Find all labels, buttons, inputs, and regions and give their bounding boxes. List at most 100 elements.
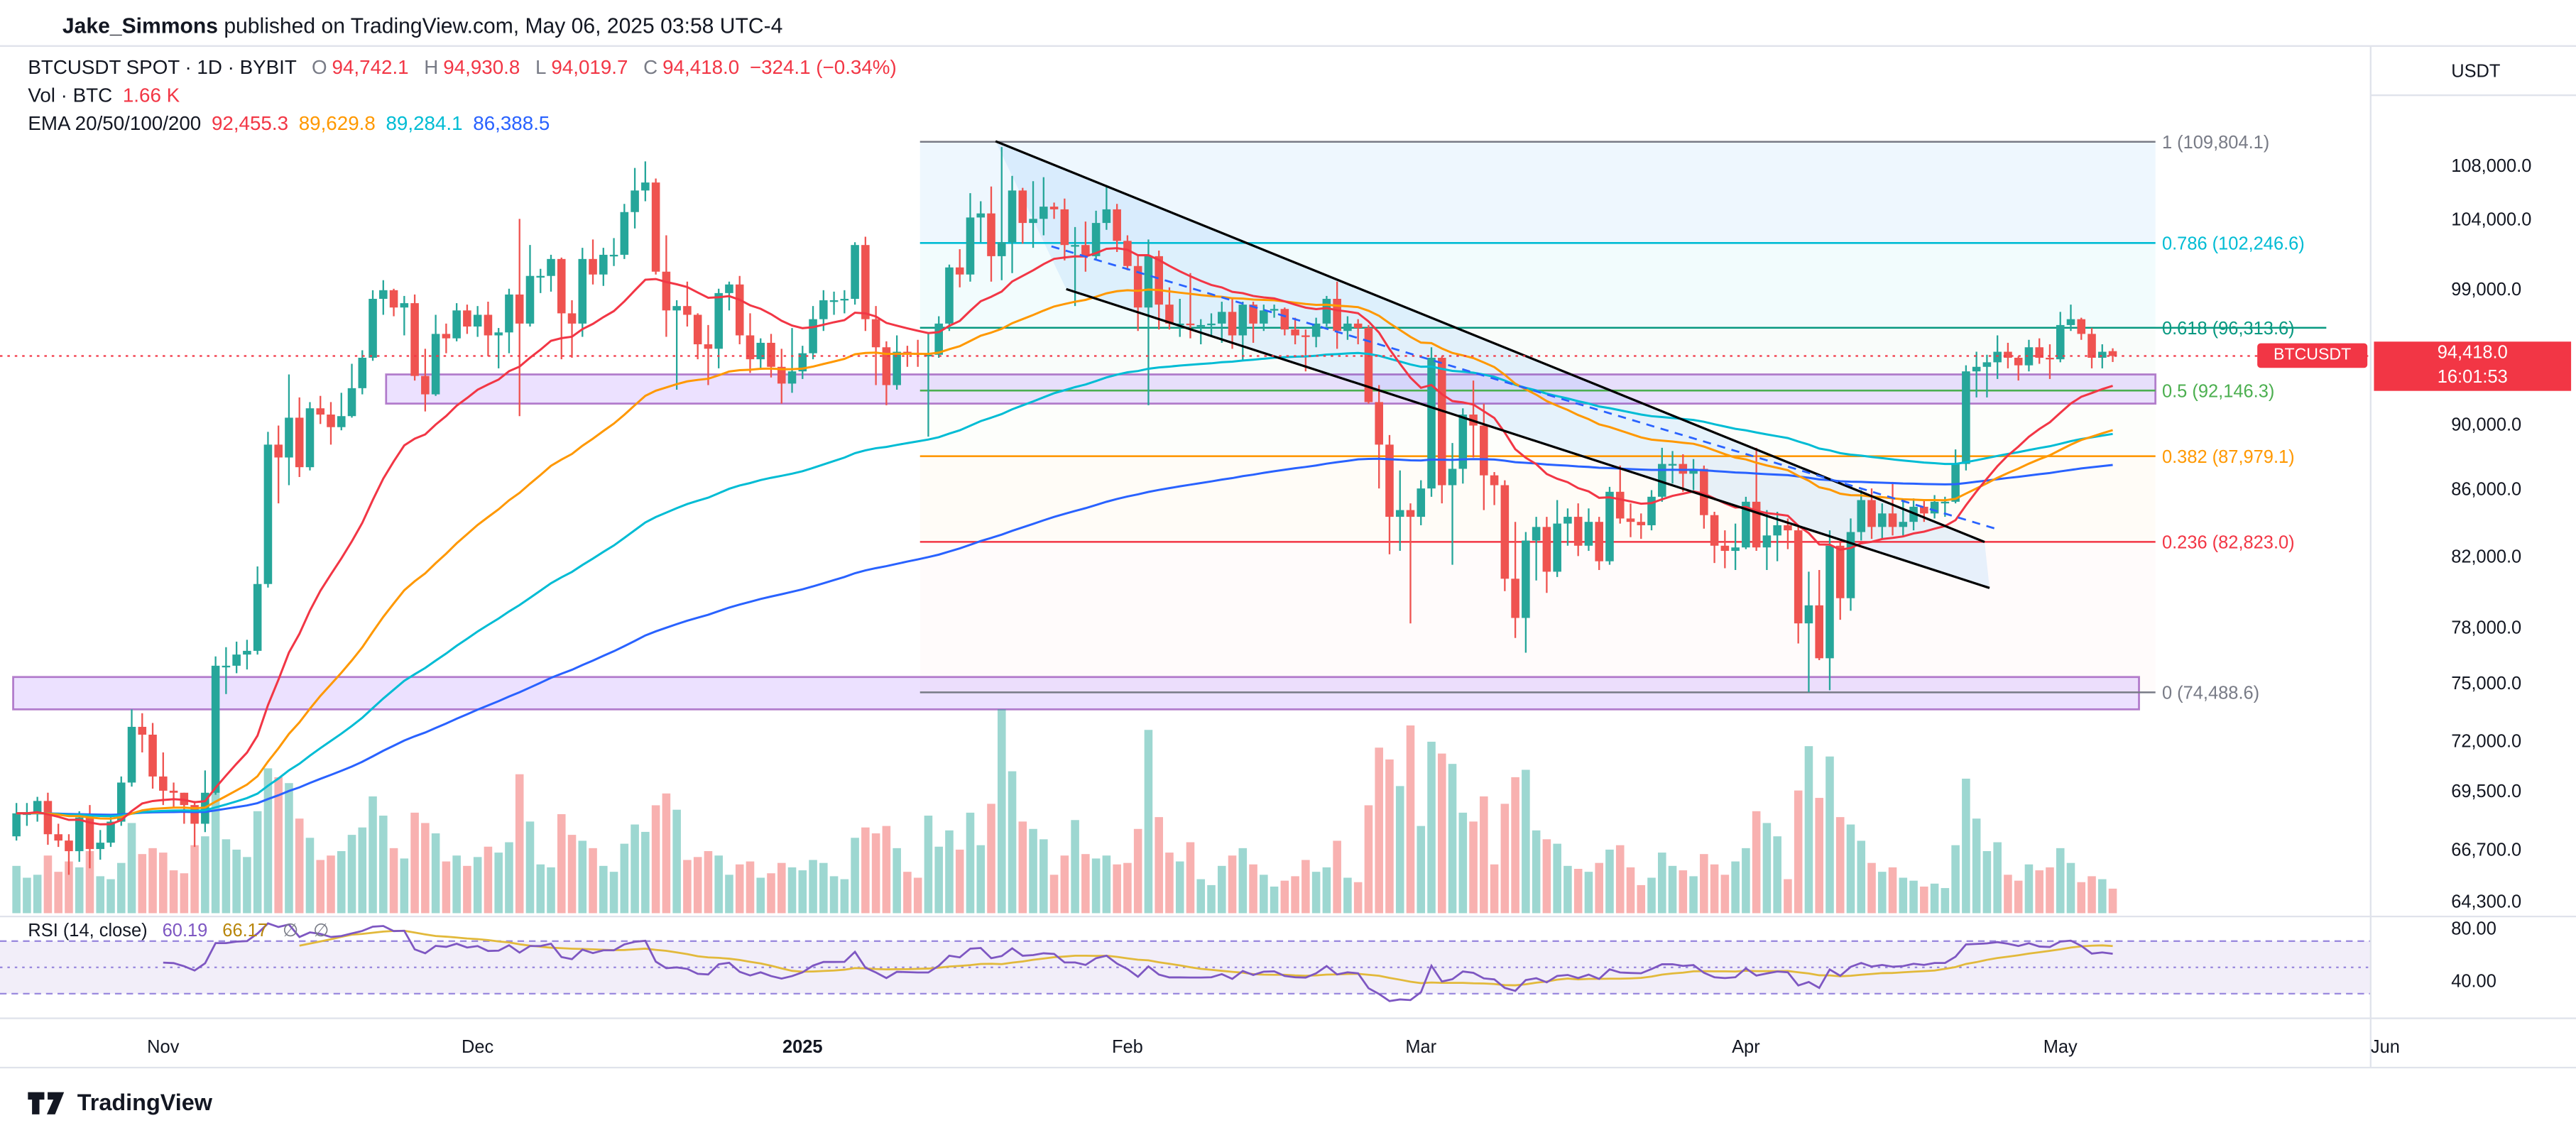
volume-bar — [924, 816, 933, 914]
volume-bar — [1322, 867, 1331, 914]
volume-bar — [515, 774, 524, 914]
bar-countdown: 16:01:53 — [2437, 368, 2508, 388]
fib-level-label: 1 (109,804.1) — [2162, 133, 2269, 153]
legend-volume-row[interactable]: Vol · BTC 1.66 K — [28, 82, 896, 110]
descending-channel-fill — [995, 141, 1990, 588]
volume-bar — [1857, 840, 1866, 914]
rsi-legend[interactable]: RSI (14, close) 60.19 66.17 ∅ ∅ — [28, 920, 329, 941]
candle-body — [1375, 402, 1383, 445]
candle-body — [116, 782, 126, 822]
price-tick-label: 78,000.0 — [2451, 618, 2521, 638]
volume-bar — [201, 836, 209, 914]
volume-bar — [169, 870, 178, 914]
candle-body — [1532, 527, 1541, 541]
supply-zone — [385, 373, 2157, 405]
volume-bar — [358, 827, 367, 914]
volume-bar — [43, 855, 53, 914]
candle-body — [494, 332, 503, 336]
candle-body — [882, 347, 891, 385]
candle-body — [903, 351, 912, 353]
chart-legend: BTCUSDT SPOT · 1D · BYBIT O 94,742.1 H 94,… — [28, 54, 896, 138]
volume-bar — [1395, 786, 1404, 914]
volume-bar — [2046, 867, 2054, 914]
candle-body — [1815, 605, 1823, 659]
volume-bar — [211, 786, 220, 914]
candle-body — [767, 342, 775, 367]
candle-body — [777, 366, 786, 384]
volume-bar — [567, 835, 577, 914]
volume-bar — [222, 839, 231, 914]
volume-bar — [1333, 840, 1341, 914]
volume-bar — [138, 854, 147, 914]
author-username[interactable]: Jake_Simmons — [62, 13, 218, 38]
footer-brand[interactable]: TradingView — [26, 1087, 212, 1117]
price-tick-label: 72,000.0 — [2451, 732, 2521, 752]
candle-body — [567, 313, 577, 324]
volume-bar — [767, 873, 775, 914]
candle-body — [1993, 351, 2002, 363]
volume-bar — [725, 875, 733, 914]
candle-body — [1710, 515, 1719, 546]
candle-body — [756, 342, 765, 360]
rsi-empty-slot-1: ∅ — [282, 921, 299, 941]
volume-bar — [463, 865, 471, 914]
volume-bar — [1542, 839, 1551, 914]
ema-100-line — [16, 351, 2113, 818]
volume-bar — [1406, 725, 1415, 914]
volume-bar — [840, 879, 849, 914]
volume-bar — [871, 833, 880, 914]
candle-body — [243, 650, 251, 655]
volume-bar — [756, 877, 765, 914]
candle-body — [1825, 545, 1834, 659]
volume-bar — [861, 827, 870, 914]
tradingview-brand-text: TradingView — [77, 1089, 212, 1116]
volume-bar — [1385, 759, 1394, 914]
legend-ema-row[interactable]: EMA 20/50/100/200 92,455.3 89,629.8 89,2… — [28, 110, 896, 138]
price-axis-currency[interactable]: USDT — [2451, 62, 2501, 82]
volume-bar — [704, 851, 713, 914]
time-axis-label: May — [2043, 1037, 2078, 1057]
volume-bar — [777, 862, 786, 914]
candle-body — [1637, 522, 1646, 525]
volume-bar — [421, 823, 430, 914]
volume-bar — [1773, 836, 1781, 914]
candle-body — [1081, 245, 1090, 256]
volume-bar — [1615, 845, 1625, 914]
volume-bar — [484, 846, 493, 914]
candle-body — [1835, 545, 1845, 598]
volume-bar — [714, 855, 723, 914]
last-price-value: 94,418.0 — [2437, 343, 2508, 363]
volume-bar — [54, 872, 62, 914]
volume-bar — [1500, 804, 1510, 914]
time-axis-label: 2025 — [782, 1037, 823, 1057]
candle-body — [1657, 464, 1666, 497]
candle-body — [924, 354, 933, 357]
symbol-title[interactable]: BTCUSDT SPOT · 1D · BYBIT — [28, 55, 297, 80]
volume-bar — [589, 848, 597, 914]
fib-band-fill — [919, 141, 2156, 243]
candle-body — [421, 376, 430, 395]
volume-bar — [1060, 855, 1069, 914]
volume-bar — [2108, 888, 2117, 914]
candle-body — [662, 271, 671, 311]
volume-bar — [987, 804, 995, 914]
volume-bar — [1102, 855, 1111, 914]
volume-bar — [997, 709, 1006, 914]
volume-bar — [1008, 771, 1017, 914]
volume-bar — [1700, 854, 1708, 914]
volume-bar — [494, 853, 503, 914]
volume-bar — [1553, 843, 1561, 914]
candle-body — [547, 258, 555, 276]
candle-body — [2077, 319, 2086, 334]
candle-body — [337, 416, 346, 427]
candle-body — [127, 726, 136, 783]
candle-body — [1804, 605, 1813, 624]
volume-bar — [190, 845, 199, 914]
candle-body — [1385, 444, 1394, 517]
low-value: 94,019.7 — [551, 55, 628, 80]
candle-body — [1920, 506, 1928, 514]
legend-symbol-row[interactable]: BTCUSDT SPOT · 1D · BYBIT O 94,742.1 H 94,… — [28, 54, 896, 82]
rsi-line — [163, 922, 2113, 1002]
